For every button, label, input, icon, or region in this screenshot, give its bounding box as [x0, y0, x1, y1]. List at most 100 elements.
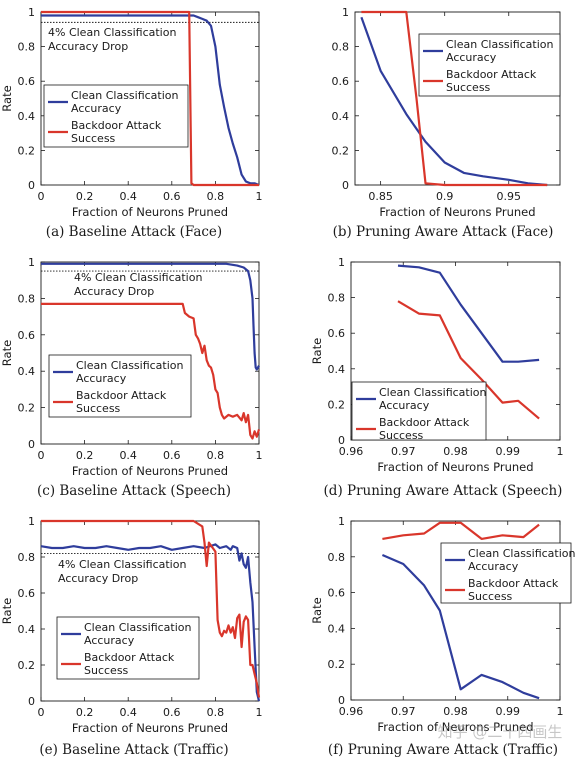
y-tick-label: 0.2	[18, 402, 36, 415]
y-tick-label: 0.8	[332, 41, 350, 54]
y-tick-label: 0	[28, 179, 35, 192]
y-tick-label: 0.4	[332, 110, 350, 123]
panel-caption: (c) Baseline Attack (Speech)	[37, 483, 231, 499]
chart-panel-0: 0 0.2 0.4 0.6 0.8 1 0 0.2 0.4 0.6 0.8 1 Fraction of …	[0, 6, 263, 240]
y-tick-label: 0.8	[328, 551, 346, 564]
annotation-text: Accuracy Drop	[74, 285, 154, 298]
x-tick-label: 0.6	[163, 706, 181, 719]
chart-panel-4: 0 0.2 0.4 0.6 0.8 1 0 0.2 0.4 0.6 0.8 1 Fraction of …	[0, 515, 263, 758]
legend-label: Backdoor Attack Success	[468, 577, 559, 603]
panel-caption: (f) Pruning Aware Attack (Traffic)	[328, 742, 558, 758]
y-tick-label: 0.6	[332, 75, 350, 88]
legend-box	[43, 84, 189, 148]
y-tick-label: 0.6	[18, 587, 36, 600]
legend-label: Clean Classification Accuracy	[84, 621, 192, 647]
y-tick-label: 0.8	[328, 292, 346, 305]
annotation-text: 4% Clean Classification	[48, 26, 176, 39]
y-tick-label: 0.8	[18, 41, 36, 54]
panel-caption: (a) Baseline Attack (Face)	[46, 224, 222, 240]
legend-label: Clean Classification Accuracy	[468, 547, 576, 573]
chart-panel-5: 0.96 0.97 0.98 0.99 1 0 0.2 0.4 0.6 0.8 1 Fraction …	[310, 515, 576, 758]
y-tick-label: 0.4	[328, 363, 346, 376]
series-line-backdoor	[41, 10, 259, 187]
annotation-text: 4% Clean Classification	[58, 558, 186, 571]
series-line-backdoor	[41, 519, 261, 698]
y-axis-label: Rate	[310, 338, 324, 364]
x-tick-label: 1	[256, 190, 263, 203]
legend-label: Clean Classification Accuracy	[446, 38, 554, 64]
legend-label: Clean Classification Accuracy	[379, 386, 487, 412]
chart-panel-1: 0.85 0.9 0.95 0 0.2 0.4 0.6 0.8 1 Fraction of Neu…	[332, 6, 561, 240]
x-tick-label: 0.4	[119, 190, 137, 203]
y-axis-label: Rate	[0, 340, 14, 366]
y-tick-label: 1	[28, 6, 35, 19]
x-tick-label: 0.99	[496, 705, 521, 718]
x-tick-label: 0.2	[76, 706, 94, 719]
annotation-text: Accuracy Drop	[48, 40, 128, 53]
series-line-clean	[360, 16, 548, 187]
x-tick-label: 0.97	[391, 445, 416, 458]
y-tick-label: 0.6	[18, 329, 36, 342]
x-axis-label: Fraction of Neurons Pruned	[377, 720, 533, 734]
plot-frame	[40, 261, 260, 445]
y-tick-label: 0	[28, 695, 35, 708]
legend-label: Backdoor Attack Success	[84, 651, 175, 677]
legend-label: Clean Classification Accuracy	[71, 89, 179, 115]
panel-caption: (d) Pruning Aware Attack (Speech)	[324, 483, 563, 499]
x-tick-label: 0.85	[368, 190, 393, 203]
y-tick-label: 1	[342, 6, 349, 19]
y-tick-label: 0.2	[18, 659, 36, 672]
legend-label: Backdoor Attack Success	[379, 416, 470, 442]
y-tick-label: 0.2	[328, 658, 346, 671]
y-tick-label: 0.4	[18, 110, 36, 123]
y-tick-label: 0.6	[18, 75, 36, 88]
x-axis-label: Fraction of Neurons Pruned	[72, 464, 228, 478]
y-tick-label: 0.2	[18, 144, 36, 157]
legend-box	[351, 381, 487, 441]
y-tick-label: 0.8	[18, 292, 36, 305]
y-tick-label: 0	[338, 434, 345, 447]
x-axis-label: Fraction of Neurons Pruned	[379, 205, 535, 219]
legend-label: Backdoor Attack Success	[71, 119, 162, 145]
legend-box	[418, 33, 561, 97]
y-tick-label: 0	[28, 438, 35, 451]
y-tick-label: 0.4	[328, 622, 346, 635]
legend-box	[440, 542, 572, 604]
x-tick-label: 0	[38, 706, 45, 719]
y-tick-label: 0	[338, 694, 345, 707]
x-tick-label: 0.4	[119, 706, 137, 719]
x-axis-label: Fraction of Neurons Pruned	[72, 721, 228, 735]
y-tick-label: 0.6	[328, 587, 346, 600]
x-tick-label: 0.96	[339, 705, 364, 718]
series-line-backdoor	[397, 300, 540, 420]
x-tick-label: 0.96	[339, 445, 364, 458]
watermark: 知乎 @二十四画生	[438, 723, 563, 741]
y-axis-label: Rate	[0, 598, 14, 624]
x-tick-label: 0.95	[497, 190, 522, 203]
series-line-clean	[397, 264, 540, 363]
x-tick-label: 0.8	[207, 190, 225, 203]
x-tick-label: 0.8	[207, 706, 225, 719]
x-tick-label: 0.6	[163, 449, 181, 462]
x-tick-label: 0.9	[436, 190, 454, 203]
legend-label: Backdoor Attack Success	[76, 389, 167, 415]
x-tick-label: 0.97	[391, 705, 416, 718]
y-axis-label: Rate	[310, 597, 324, 623]
x-tick-label: 1	[557, 445, 564, 458]
y-tick-label: 1	[338, 515, 345, 528]
legend-label: Clean Classification Accuracy	[76, 359, 184, 385]
x-axis-label: Fraction of Neurons Pruned	[72, 205, 228, 219]
chart-panel-3: 0.96 0.97 0.98 0.99 1 0 0.2 0.4 0.6 0.8 1 Fraction …	[310, 256, 564, 499]
legend-box	[48, 354, 192, 418]
x-tick-label: 0.2	[76, 449, 94, 462]
x-axis-label: Fraction of Neurons Pruned	[377, 460, 533, 474]
x-tick-label: 0.98	[443, 705, 468, 718]
series-line-backdoor	[382, 521, 540, 541]
x-tick-label: 0.4	[119, 449, 137, 462]
x-tick-label: 0	[38, 190, 45, 203]
annotation-text: Accuracy Drop	[58, 572, 138, 585]
y-tick-label: 0	[342, 179, 349, 192]
y-tick-label: 0.4	[18, 623, 36, 636]
series-line-backdoor	[41, 302, 261, 440]
x-tick-label: 0.8	[207, 449, 225, 462]
